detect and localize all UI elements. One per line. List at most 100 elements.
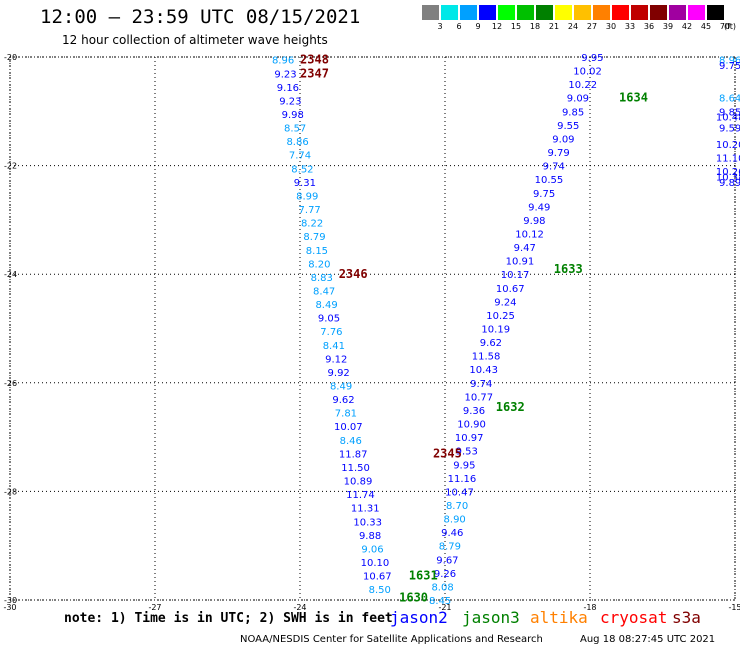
color-swatch xyxy=(650,5,667,20)
wave-height-value: 8.64 xyxy=(719,94,740,105)
color-scale-label: 70 xyxy=(719,22,731,31)
wave-height-value: 9.23 xyxy=(274,69,296,80)
page-subtitle: 12 hour collection of altimeter wave hei… xyxy=(62,33,328,47)
satellite-legend-item: jason2 xyxy=(390,608,448,627)
wave-height-value: 9.85 xyxy=(562,107,584,118)
plot-frame xyxy=(9,56,736,601)
color-scale-label: 3 xyxy=(437,22,443,31)
wave-height-value: 9.09 xyxy=(552,134,574,145)
wave-height-value: 10.20 xyxy=(716,140,740,151)
x-tick-label: -30 xyxy=(3,603,16,612)
satellite-legend-item: s3a xyxy=(672,608,701,627)
color-scale-label: 24 xyxy=(567,22,579,31)
wave-height-value: 10.67 xyxy=(496,284,525,295)
color-swatch xyxy=(669,5,686,20)
wave-height-value: 8.96 xyxy=(719,56,740,67)
wave-height-value: 8.45 xyxy=(429,596,451,607)
satellite-legend-item: jason3 xyxy=(462,608,520,627)
pass-number-label: 1631 xyxy=(409,569,438,583)
color-swatch xyxy=(688,5,705,20)
wave-height-value: 9.74 xyxy=(470,379,492,390)
wave-height-value: 8.79 xyxy=(439,542,461,553)
x-tick-label: -21 xyxy=(438,603,451,612)
wave-height-value: 9.98 xyxy=(523,216,545,227)
color-swatch xyxy=(612,5,629,20)
wave-height-value: 11.50 xyxy=(341,463,370,474)
wave-height-value: 9.75 xyxy=(533,189,555,200)
y-tick-label: -20 xyxy=(4,53,17,62)
wave-height-value: 8.49 xyxy=(315,300,337,311)
wave-height-value: 10.26 xyxy=(716,167,740,178)
y-tick-label: -22 xyxy=(4,162,17,171)
color-swatch xyxy=(441,5,458,20)
color-swatch xyxy=(422,5,439,20)
wave-height-value: 8.52 xyxy=(291,164,313,175)
color-swatch xyxy=(593,5,610,20)
wave-height-value: 9.67 xyxy=(436,555,458,566)
color-swatch xyxy=(517,5,534,20)
wave-height-value: 10.77 xyxy=(465,392,494,403)
wave-height-value: 10.12 xyxy=(515,229,544,240)
wave-height-value: 10.02 xyxy=(573,67,602,78)
wave-height-value: 8.41 xyxy=(323,341,345,352)
wave-height-value: 8.96 xyxy=(272,56,294,67)
wave-height-value: 9.55 xyxy=(557,121,579,132)
wave-height-value: 9.05 xyxy=(318,314,340,325)
color-scale-label: 36 xyxy=(643,22,655,31)
color-swatch xyxy=(536,5,553,20)
color-scale-label: 12 xyxy=(491,22,503,31)
wave-height-value: 9.79 xyxy=(547,148,569,159)
x-tick-label: -24 xyxy=(293,603,306,612)
wave-height-value: 9.89 xyxy=(719,178,740,189)
color-scale-label: 6 xyxy=(456,22,462,31)
wave-height-value: 8.22 xyxy=(301,219,323,230)
color-swatch xyxy=(498,5,515,20)
credit-line: NOAA/NESDIS Center for Satellite Applica… xyxy=(240,634,543,645)
wave-height-value: 11.74 xyxy=(346,490,375,501)
wave-height-value: 10.90 xyxy=(457,420,486,431)
pass-number-label: 2347 xyxy=(300,66,329,80)
wave-height-value: 10.97 xyxy=(455,433,484,444)
wave-height-value: 9.88 xyxy=(359,531,381,542)
pass-number-label: 1632 xyxy=(496,400,525,414)
y-tick-label: -26 xyxy=(4,379,17,388)
wave-height-value: 11.87 xyxy=(339,449,368,460)
wave-height-value: 9.75 xyxy=(719,61,740,72)
wave-height-value: 10.33 xyxy=(353,517,382,528)
wave-height-value: 11.16 xyxy=(448,474,477,485)
x-tick-label: -15 xyxy=(728,603,740,612)
pass-number-label: 2345 xyxy=(433,446,462,460)
wave-height-value: 9.85 xyxy=(719,107,740,118)
wave-height-value: 8.47 xyxy=(313,286,335,297)
wave-height-value: 10.55 xyxy=(535,175,564,186)
color-swatch xyxy=(555,5,572,20)
wave-height-value: 10.25 xyxy=(486,311,515,322)
wave-height-value: 8.49 xyxy=(330,382,352,393)
wave-height-value: 9.24 xyxy=(494,297,516,308)
wave-height-value: 10.89 xyxy=(344,477,373,488)
wave-height-value: 10.67 xyxy=(363,572,392,583)
wave-height-value: 7.77 xyxy=(299,205,321,216)
wave-height-value: 9.46 xyxy=(441,528,463,539)
wave-height-value: 10.38 xyxy=(716,172,740,183)
x-tick-label: -18 xyxy=(583,603,596,612)
wave-height-value: 9.16 xyxy=(277,83,299,94)
wave-height-value: 8.50 xyxy=(369,585,391,596)
footnote: note: 1) Time is in UTC; 2) SWH is in fe… xyxy=(64,611,393,626)
color-scale-label: 30 xyxy=(605,22,617,31)
wave-height-value: 10.10 xyxy=(361,558,390,569)
satellite-legend-item: altika xyxy=(530,608,588,627)
color-scale-label: 33 xyxy=(624,22,636,31)
color-swatch xyxy=(631,5,648,20)
wave-height-value: 10.43 xyxy=(469,365,498,376)
satellite-legend-item: cryosat xyxy=(600,608,668,627)
y-tick-label: -28 xyxy=(4,487,17,496)
wave-height-value: 10.17 xyxy=(501,270,530,281)
generated-timestamp: Aug 18 08:27:45 UTC 2021 xyxy=(580,634,716,645)
wave-height-value: 8.46 xyxy=(340,436,362,447)
wave-height-value: 9.95 xyxy=(581,53,603,64)
wave-height-value: 8.08 xyxy=(431,582,453,593)
x-tick-label: -27 xyxy=(148,603,161,612)
wave-height-value: 9.49 xyxy=(528,202,550,213)
pass-number-label: 1633 xyxy=(554,262,583,276)
